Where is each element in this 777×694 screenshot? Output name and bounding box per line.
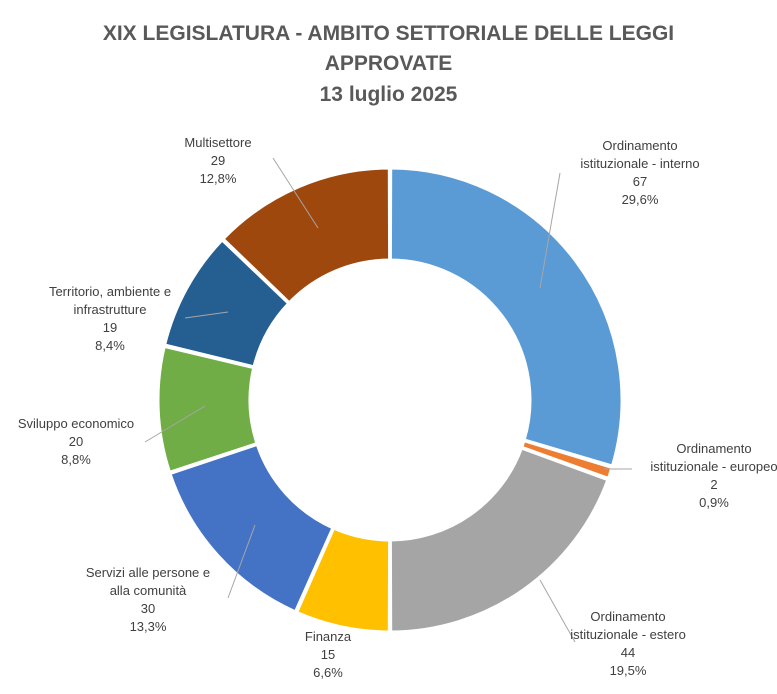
data-label-percent: 8,4% — [95, 338, 125, 353]
data-label-6: Territorio, ambiente e infrastrutture 19 8,… — [20, 283, 200, 355]
data-label-percent: 6,6% — [313, 665, 343, 680]
data-label-name: istituzionale - estero — [570, 627, 686, 642]
data-label-name: alla comunità — [109, 583, 187, 598]
data-label-percent: 12,8% — [199, 171, 237, 186]
data-label-percent: 13,3% — [129, 619, 167, 634]
data-label-name: Ordinamento — [590, 609, 666, 624]
donut-slice-4 — [168, 442, 335, 614]
data-label-name: Servizi alle persone e — [85, 565, 211, 580]
leader-line-7 — [272, 157, 319, 229]
donut-slice-7 — [220, 166, 392, 305]
data-label-value: 19 — [102, 320, 118, 335]
data-label-value: 20 — [68, 434, 84, 449]
data-label-7: Multisettore 29 12,8% — [158, 134, 278, 188]
data-label-value: 67 — [632, 174, 648, 189]
donut-slice-2 — [388, 446, 610, 634]
data-label-2: Ordinamento istituzionale - estero 44 19,5% — [543, 608, 713, 680]
data-label-value: 29 — [210, 153, 226, 168]
data-label-name: Finanza — [304, 629, 352, 644]
data-label-percent: 29,6% — [621, 192, 659, 207]
leader-line-0 — [539, 172, 561, 289]
donut-slice-0 — [388, 166, 624, 468]
chart-title-line-3: 13 luglio 2025 — [319, 83, 458, 106]
data-label-value: 30 — [140, 601, 156, 616]
chart-title-line-1: XIX LEGISLATURA - AMBITO SETTORIALE DELL… — [102, 22, 675, 45]
data-label-name: istituzionale - europeo — [650, 459, 777, 474]
data-label-value: 2 — [710, 477, 718, 492]
data-label-0: Ordinamento istituzionale - interno 67 29,6… — [555, 137, 725, 209]
data-label-name: infrastrutture — [73, 302, 147, 317]
leader-line-2 — [539, 579, 576, 643]
data-label-name: istituzionale - interno — [580, 156, 700, 171]
data-label-3: Finanza 15 6,6% — [268, 628, 388, 682]
data-label-name: Territorio, ambiente e — [48, 284, 172, 299]
leader-line-4 — [227, 524, 256, 599]
chart-title-line-2: APPROVATE — [324, 52, 453, 75]
leader-line-6 — [184, 311, 229, 319]
data-label-percent: 19,5% — [609, 663, 647, 678]
data-label-name: Ordinamento — [676, 441, 752, 456]
data-label-5: Sviluppo economico 20 8,8% — [0, 415, 156, 469]
data-label-name: Sviluppo economico — [17, 416, 135, 431]
data-label-name: Ordinamento — [602, 138, 678, 153]
data-label-value: 15 — [320, 647, 336, 662]
data-label-percent: 8,8% — [61, 452, 91, 467]
leader-line-5 — [144, 405, 206, 443]
data-label-4: Servizi alle persone e alla comunità 30 13,… — [58, 564, 238, 636]
data-label-percent: 0,9% — [699, 495, 729, 510]
data-label-value: 44 — [620, 645, 636, 660]
data-label-name: Multisettore — [184, 135, 252, 150]
data-label-1: Ordinamento istituzionale - europeo 2 0,9% — [629, 440, 777, 512]
